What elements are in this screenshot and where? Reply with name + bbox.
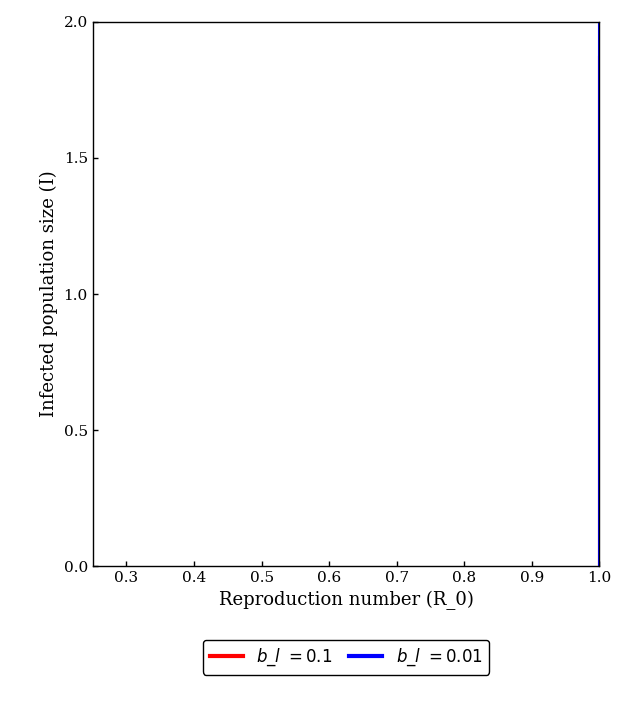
- X-axis label: Reproduction number (R_0): Reproduction number (R_0): [219, 591, 473, 610]
- Y-axis label: Infected population size (I): Infected population size (I): [40, 171, 58, 417]
- Legend: $b\_\mathit{l}$ $= 0.1$, $b\_\mathit{l}$ $= 0.01$: $b\_\mathit{l}$ $= 0.1$, $b\_\mathit{l}$…: [203, 640, 489, 675]
